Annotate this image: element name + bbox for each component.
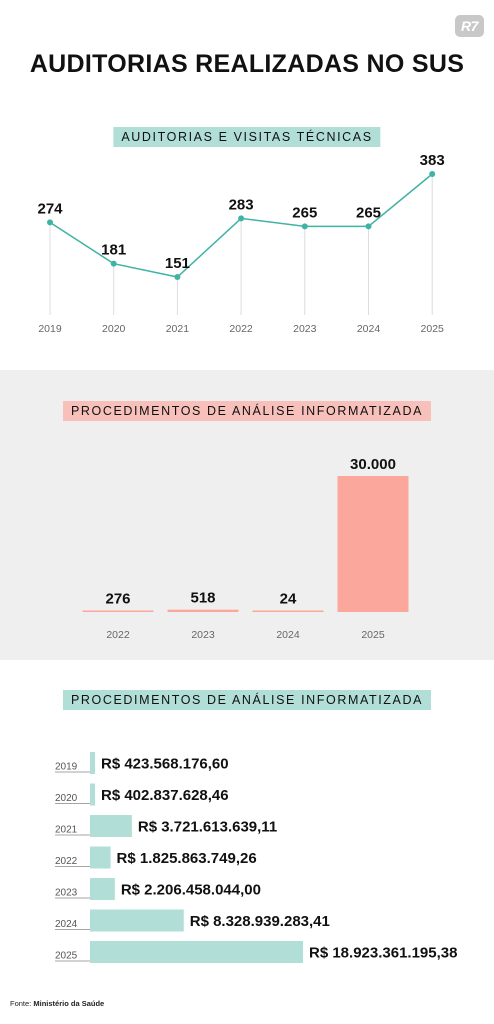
y-tick-label: 2019 xyxy=(55,762,78,773)
y-tick-label: 2024 xyxy=(55,919,78,930)
x-tick-label: 2023 xyxy=(293,323,317,335)
y-tick-label: 2023 xyxy=(55,888,78,899)
y-tick-label: 2021 xyxy=(55,825,78,836)
data-label: 518 xyxy=(190,590,215,607)
line-chart: 274 2019 181 2020 151 2021 283 2022 265 2023 265 20… xyxy=(37,152,445,335)
data-label: R$ 2.206.458.044,00 xyxy=(121,882,261,899)
bar xyxy=(90,909,184,932)
data-label: 24 xyxy=(280,591,297,608)
data-label: 276 xyxy=(105,591,130,608)
data-point xyxy=(365,223,372,230)
data-point xyxy=(47,219,53,226)
data-label: 30.000 xyxy=(350,456,396,473)
data-label: 265 xyxy=(356,204,381,221)
data-label: 265 xyxy=(292,204,317,221)
x-tick-label: 2024 xyxy=(357,323,381,335)
data-label: R$ 402.837.628,46 xyxy=(101,787,229,804)
bar xyxy=(90,846,111,869)
bar xyxy=(90,752,95,774)
hbar-chart: 2019 R$ 423.568.176,60 2020 R$ 402.837.628,… xyxy=(55,752,457,963)
source-name: Ministério da Saúde xyxy=(33,999,105,1008)
y-tick-label: 2020 xyxy=(55,793,78,804)
x-tick-label: 2019 xyxy=(38,323,62,335)
data-label: R$ 18.923.361.195,38 xyxy=(309,945,457,962)
x-tick-label: 2021 xyxy=(166,323,190,335)
bar-chart: 276 2022 518 2023 24 2024 30.000 2025 xyxy=(82,456,409,641)
bar-chart-title: PROCEDIMENTOS DE ANÁLISE INFORMATIZADA xyxy=(62,401,432,421)
page-title: AUDITORIAS REALIZADAS NO SUS xyxy=(29,50,465,78)
data-label: R$ 423.568.176,60 xyxy=(101,756,229,773)
y-tick-label: 2022 xyxy=(55,856,78,867)
data-label: R$ 3.721.613.639,11 xyxy=(138,819,277,836)
data-point xyxy=(110,260,117,267)
data-label: 181 xyxy=(101,242,126,259)
x-tick-label: 2023 xyxy=(191,629,215,641)
data-point xyxy=(238,215,245,222)
x-tick-label: 2022 xyxy=(106,629,130,641)
bar xyxy=(337,476,409,612)
data-label: 274 xyxy=(37,200,63,217)
data-label: 283 xyxy=(229,196,254,213)
hbar-chart-title: PROCEDIMENTOS DE ANÁLISE INFORMATIZADA xyxy=(62,690,432,710)
data-point xyxy=(174,274,181,280)
line-chart-title: AUDITORIAS E VISITAS TÉCNICAS xyxy=(113,127,381,147)
bar xyxy=(252,610,324,612)
x-tick-label: 2025 xyxy=(421,323,445,335)
data-label: 383 xyxy=(420,152,445,169)
bar xyxy=(82,610,154,612)
data-point xyxy=(301,223,308,230)
bar xyxy=(90,815,132,837)
source-label: Fonte: xyxy=(10,999,32,1008)
data-label: R$ 8.328.939.283,41 xyxy=(190,913,330,930)
bar xyxy=(167,609,239,612)
source-note: Fonte: Ministério da Saúde xyxy=(10,999,104,1008)
bar xyxy=(90,878,115,900)
data-point xyxy=(429,171,436,177)
y-tick-label: 2025 xyxy=(55,951,78,962)
x-tick-label: 2024 xyxy=(276,629,300,641)
x-tick-label: 2025 xyxy=(361,629,385,641)
r7-logo: R7 xyxy=(455,15,484,37)
data-label: R$ 1.825.863.749,26 xyxy=(117,850,257,867)
bar xyxy=(90,941,303,963)
data-label: 151 xyxy=(165,255,190,272)
x-tick-label: 2022 xyxy=(229,323,253,335)
x-tick-label: 2020 xyxy=(102,323,126,335)
bar xyxy=(90,783,95,806)
